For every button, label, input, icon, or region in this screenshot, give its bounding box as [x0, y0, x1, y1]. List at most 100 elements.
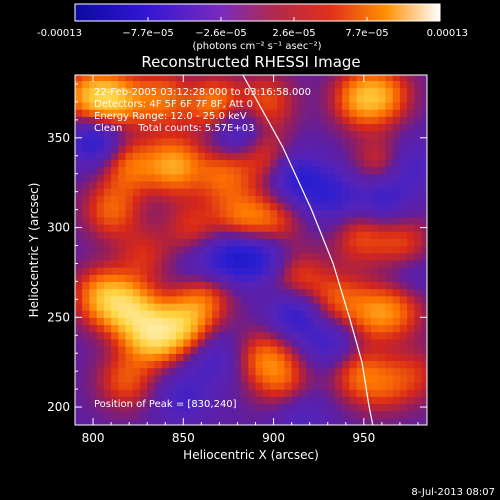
heatmap-cell [118, 374, 127, 383]
heatmap-cell [226, 410, 235, 419]
heatmap-cell [407, 274, 415, 283]
heatmap-cell [407, 381, 415, 390]
heatmap-cell [356, 295, 365, 304]
heatmap-cell [103, 202, 112, 211]
heatmap-cell [89, 145, 98, 153]
heatmap-cell [219, 173, 228, 182]
heatmap-cell [421, 338, 427, 347]
heatmap-cell [161, 188, 170, 196]
heatmap-cell [342, 152, 350, 160]
heatmap-cell [125, 274, 134, 283]
heatmap-cell [392, 116, 401, 125]
heatmap-cell [313, 317, 322, 326]
heatmap-cell [197, 267, 206, 275]
heatmap-cell [349, 331, 358, 340]
heatmap-cell [132, 417, 141, 425]
heatmap-cell [378, 231, 387, 239]
heatmap-cell [226, 223, 235, 232]
heatmap-cell [334, 310, 343, 318]
heatmap-cell [291, 80, 300, 89]
heatmap-cell [168, 116, 177, 125]
heatmap-cell [111, 259, 119, 268]
heatmap-cell [399, 109, 408, 117]
heatmap-cell [89, 202, 98, 211]
heatmap-cell [269, 202, 278, 211]
heatmap-cell [284, 360, 293, 369]
heatmap-cell [342, 295, 350, 304]
heatmap-cell [298, 331, 307, 340]
heatmap-cell [183, 295, 192, 304]
heatmap-cell [241, 145, 249, 153]
heatmap-cell [132, 389, 141, 397]
plot-frame [74, 74, 428, 426]
heatmap-cell [168, 374, 177, 383]
heatmap-cell [190, 159, 199, 168]
heatmap-cell [284, 101, 293, 110]
heatmap-cell [89, 302, 98, 311]
heatmap-cell [277, 202, 285, 211]
heatmap-cell [349, 267, 358, 275]
heatmap-cell [176, 310, 184, 318]
heatmap-cell [197, 130, 206, 139]
heatmap-cell [125, 216, 134, 225]
heatmap-cell [414, 202, 423, 211]
heatmap-cell [291, 223, 300, 232]
heatmap-cell [154, 75, 163, 81]
heatmap-cell [75, 417, 83, 425]
heatmap-cell [219, 87, 228, 96]
heatmap-cell [168, 324, 177, 333]
heatmap-cell [226, 317, 235, 326]
heatmap-cell [197, 410, 206, 419]
heatmap-cell [161, 123, 170, 132]
heatmap-cell [399, 238, 408, 247]
heatmap-cell [421, 324, 427, 333]
heatmap-cell [219, 109, 228, 117]
heatmap-cell [147, 403, 156, 412]
heatmap-cell [248, 94, 257, 103]
heatmap-cell [284, 353, 293, 361]
heatmap-cell [103, 180, 112, 189]
heatmap-cell [356, 274, 365, 283]
heatmap-cell [219, 338, 228, 347]
heatmap-cell [327, 367, 336, 376]
heatmap-cell [111, 302, 119, 311]
heatmap-cell [334, 302, 343, 311]
heatmap-cell [349, 281, 358, 290]
heatmap-cell [385, 417, 394, 425]
heatmap-cell [168, 159, 177, 168]
heatmap-cell [197, 259, 206, 268]
heatmap-cell [262, 403, 271, 412]
heatmap-cell [204, 195, 213, 204]
heatmap-cell [313, 281, 322, 290]
heatmap-cell [212, 80, 221, 89]
heatmap-cell [306, 310, 314, 318]
heatmap-cell [190, 331, 199, 340]
heatmap-cell [291, 274, 300, 283]
heatmap-cell [306, 346, 314, 354]
heatmap-cell [89, 116, 98, 125]
heatmap-cell [161, 252, 170, 261]
heatmap-cell [356, 252, 365, 261]
heatmap-cell [176, 80, 184, 89]
heatmap-cell [399, 324, 408, 333]
heatmap-cell [414, 80, 423, 89]
heatmap-cell [414, 195, 423, 204]
heatmap-cell [183, 223, 192, 232]
heatmap-cell [356, 231, 365, 239]
heatmap-cell [212, 238, 221, 247]
heatmap-cell [378, 109, 387, 117]
heatmap-cell [147, 288, 156, 297]
heatmap-cell [233, 274, 242, 283]
heatmap-cell [125, 360, 134, 369]
heatmap-cell [255, 288, 264, 297]
heatmap-cell [385, 94, 394, 103]
heatmap-cell [269, 137, 278, 146]
heatmap-cell [132, 252, 141, 261]
heatmap-cell [385, 180, 394, 189]
heatmap-cell [255, 166, 264, 175]
heatmap-cell [306, 109, 314, 117]
heatmap-cell [334, 353, 343, 361]
heatmap-cell [248, 223, 257, 232]
heatmap-cell [168, 173, 177, 182]
heatmap-cell [241, 353, 249, 361]
